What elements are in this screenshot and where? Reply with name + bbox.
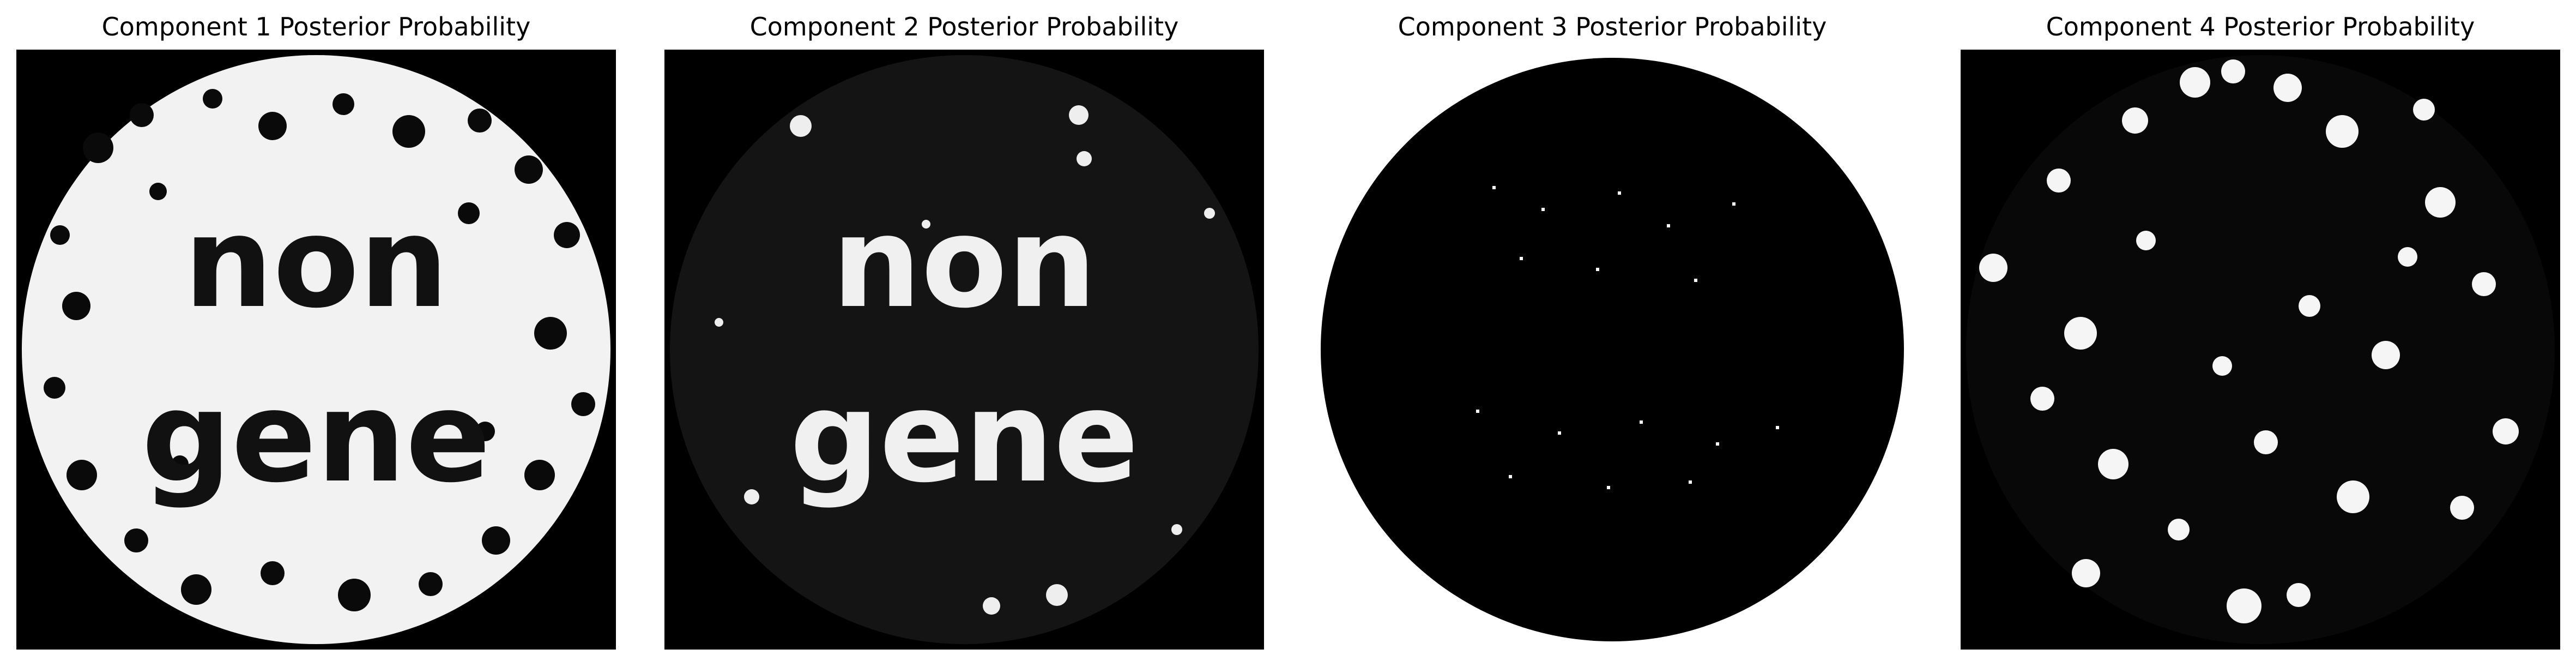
- posterior-image-component-4: [1961, 50, 2560, 650]
- panel-title: Component 3 Posterior Probability: [1398, 12, 1827, 41]
- panel-component-4: Component 4 Posterior Probability: [1961, 0, 2560, 667]
- posterior-image-component-3: [1313, 50, 1912, 650]
- panel-title: Component 4 Posterior Probability: [2046, 12, 2475, 41]
- image-text-gene: gene: [790, 365, 1139, 510]
- panel-title: Component 2 Posterior Probability: [749, 12, 1179, 41]
- image-text-gene: gene: [142, 365, 491, 510]
- image-text-non: non: [832, 190, 1097, 336]
- panel-component-2: Component 2 Posterior Probability non ge…: [664, 0, 1264, 667]
- panel-component-1: Component 1 Posterior Probability non: [16, 0, 616, 667]
- panel-component-3: Component 3 Posterior Probability: [1313, 0, 1912, 667]
- posterior-image-component-2: non gene: [664, 50, 1264, 650]
- panel-title: Component 1 Posterior Probability: [101, 12, 531, 41]
- posterior-image-component-1: non gene: [16, 50, 616, 650]
- image-text-non: non: [184, 190, 449, 336]
